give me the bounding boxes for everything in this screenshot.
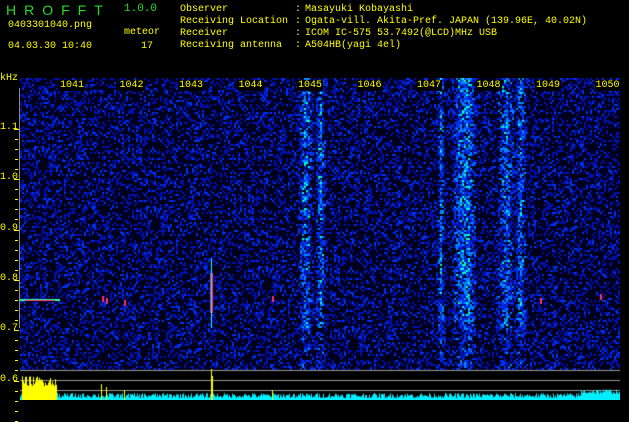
y-tick-label: 0.8: [0, 272, 19, 284]
meteor-label: meteor: [124, 27, 161, 38]
y-tick: [14, 229, 19, 231]
y-minor-tick: [15, 309, 18, 311]
y-tick: [14, 330, 19, 332]
y-minor-tick: [15, 390, 18, 392]
y-minor-tick: [15, 159, 18, 160]
x-tick-label: 1042: [118, 80, 145, 91]
y-tick: [14, 179, 19, 181]
y-minor-tick: [15, 139, 18, 140]
x-tick-label: 1041: [59, 80, 86, 91]
info-label: Receiver: [180, 28, 229, 39]
y-minor-tick: [15, 289, 18, 291]
x-tick-label: 1044: [237, 80, 264, 91]
meteor-histogram: [20, 369, 620, 400]
y-tick: [14, 279, 19, 281]
x-tick-label: 1048: [475, 80, 502, 91]
y-minor-tick: [15, 420, 18, 422]
y-minor-tick: [15, 169, 18, 170]
x-tick-label: 1049: [535, 80, 562, 91]
x-tick-label: 1050: [594, 80, 621, 91]
y-minor-tick: [15, 149, 18, 150]
info-colon: :: [295, 16, 302, 27]
y-minor-tick: [15, 269, 18, 271]
meteor-count: 17: [141, 41, 154, 52]
info-value: Ogata-vill. Akita-Pref. JAPAN (139.96E, …: [305, 16, 588, 27]
info-value: ICOM IC-575 53.7492(@LCD)MHz USB: [305, 28, 498, 39]
y-minor-tick: [15, 259, 18, 261]
y-minor-tick: [15, 239, 18, 241]
y-tick-label: 0.9: [0, 222, 19, 234]
y-axis-unit: kHz: [0, 73, 19, 84]
info-label: Observer: [180, 4, 229, 15]
y-minor-tick: [15, 410, 18, 412]
y-tick-label: 1.0: [0, 172, 19, 184]
app-version: 1.0.0: [124, 3, 158, 15]
y-tick: [14, 129, 19, 130]
app-logo: HROFFT: [6, 2, 111, 18]
spectrogram: [20, 78, 620, 370]
info-label: Receiving Location: [180, 16, 289, 27]
info-value: A504HB(yagi 4el): [305, 40, 402, 51]
info-colon: :: [295, 40, 302, 51]
info-colon: :: [295, 28, 302, 39]
y-minor-tick: [15, 350, 18, 352]
y-minor-tick: [15, 370, 18, 372]
y-tick-label: 0.7: [0, 323, 19, 335]
filename: 0403301040.png: [8, 20, 93, 31]
y-minor-tick: [15, 360, 18, 362]
y-minor-tick: [15, 340, 18, 342]
x-tick-label: 1045: [297, 80, 324, 91]
y-tick-label: 1.1: [0, 122, 19, 133]
x-tick-label: 1046: [356, 80, 383, 91]
info-value: Masayuki Kobayashi: [305, 4, 414, 15]
y-tick-label: 0.6: [0, 373, 19, 385]
y-minor-tick: [15, 189, 18, 191]
y-minor-tick: [15, 319, 18, 321]
x-tick-label: 1043: [178, 80, 205, 91]
y-minor-tick: [15, 249, 18, 251]
y-minor-tick: [15, 400, 18, 402]
info-colon: :: [295, 4, 302, 15]
x-tick-label: 1047: [416, 80, 443, 91]
y-tick: [14, 380, 19, 382]
datetime: 04.03.30 10:40: [8, 41, 93, 52]
info-label: Receiving antenna: [180, 40, 283, 51]
y-axis-line: [19, 88, 20, 328]
y-minor-tick: [15, 209, 18, 211]
y-minor-tick: [15, 219, 18, 221]
y-minor-tick: [15, 199, 18, 201]
y-minor-tick: [15, 299, 18, 301]
